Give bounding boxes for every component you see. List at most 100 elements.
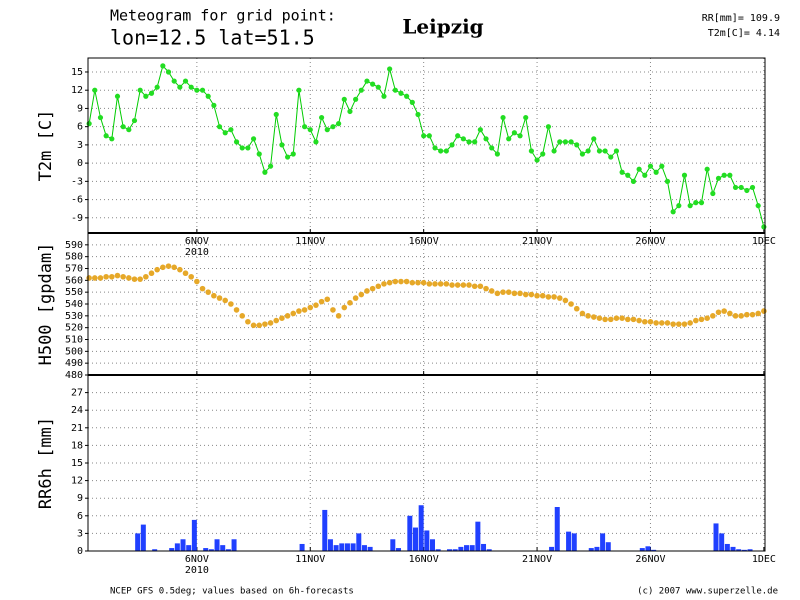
x-tick-label: 1DEC xyxy=(752,554,776,565)
y-tick-label: -3 xyxy=(71,176,83,187)
precip-bar xyxy=(214,539,220,551)
h500-point xyxy=(262,321,268,327)
temperature-point xyxy=(262,169,268,175)
precip-bar xyxy=(730,546,736,551)
temperature-point xyxy=(313,139,319,145)
precip-bar xyxy=(486,549,492,551)
temperature-point xyxy=(421,133,427,139)
temperature-point xyxy=(523,114,529,121)
temperature-point xyxy=(358,87,364,93)
temperature-point xyxy=(426,133,432,139)
temperature-point xyxy=(182,78,189,84)
temperature-point xyxy=(330,124,336,130)
temperature-point xyxy=(585,148,591,154)
y-tick-label: 9 xyxy=(77,493,83,504)
h500-point xyxy=(698,316,705,323)
temperature-point xyxy=(347,108,353,115)
precip-bar xyxy=(231,539,237,551)
h500-point xyxy=(539,292,546,299)
h500-point xyxy=(415,279,421,286)
temperature-point xyxy=(557,139,563,145)
y-axis-label: RR6h [mm] xyxy=(36,417,56,509)
h500-point xyxy=(505,289,512,295)
h500-point xyxy=(613,315,620,322)
temperature-point xyxy=(472,139,478,145)
h500-point xyxy=(267,320,274,326)
temperature-point xyxy=(528,148,534,154)
precip-bar xyxy=(350,543,356,551)
temperature-point xyxy=(336,121,342,127)
temperature-point xyxy=(109,136,115,142)
temperature-point xyxy=(619,169,625,175)
h500-point xyxy=(301,307,308,313)
summary-label: T2m[C]= xyxy=(708,28,750,39)
precip-bar xyxy=(639,548,645,551)
h500-point xyxy=(137,276,143,282)
temperature-point xyxy=(755,203,761,209)
h500-point xyxy=(256,322,263,329)
precip-bar xyxy=(554,507,560,551)
h500-point xyxy=(471,283,478,290)
precip-bar xyxy=(135,533,141,551)
h500-point xyxy=(596,315,603,322)
temperature-point xyxy=(398,90,404,96)
temperature-point xyxy=(511,130,517,136)
h500-point xyxy=(721,308,727,314)
precip-bar xyxy=(169,548,175,551)
y-tick-label: 480 xyxy=(65,370,83,381)
h500-point xyxy=(437,281,444,287)
temperature-point xyxy=(596,148,603,154)
precip-bar xyxy=(407,515,413,551)
h500-point xyxy=(545,294,552,300)
h500-point xyxy=(386,279,393,286)
h500-point xyxy=(245,318,251,325)
precip-bar xyxy=(412,527,418,551)
temperature-point xyxy=(284,154,291,160)
temperature-point xyxy=(126,127,132,133)
temperature-point xyxy=(114,93,121,99)
precip-bar xyxy=(435,549,441,551)
temperature-point xyxy=(664,178,671,184)
y-tick-label: 21 xyxy=(71,423,83,434)
y-tick-label: 590 xyxy=(65,240,83,251)
temperature-point xyxy=(319,114,325,121)
h500-point xyxy=(398,278,404,285)
precip-bar xyxy=(747,549,753,551)
temperature-point xyxy=(562,139,569,145)
precip-bar xyxy=(395,548,401,551)
h500-point xyxy=(324,296,331,303)
h500-point xyxy=(551,294,557,300)
h500-point xyxy=(585,313,591,319)
temperature-point xyxy=(409,99,415,105)
temperature-point xyxy=(143,93,149,99)
y-tick-label: 550 xyxy=(65,287,83,298)
temperature-point xyxy=(568,139,574,145)
h500-point xyxy=(449,282,455,288)
y-tick-label: 0 xyxy=(77,546,83,557)
h500-point xyxy=(233,307,240,313)
temperature-line xyxy=(88,64,765,228)
h500-point xyxy=(710,313,716,319)
precip-bar xyxy=(458,546,464,551)
header-line1: Meteogram for grid point: xyxy=(110,7,336,25)
x-tick-label: 6NOV xyxy=(185,554,209,565)
y-tick-label: 6 xyxy=(77,122,83,133)
precip-bar xyxy=(327,539,333,551)
header-line2: lon=12.5 lat=51.5 xyxy=(110,26,315,50)
h500-point xyxy=(279,315,285,322)
y-tick-label: 510 xyxy=(65,335,83,346)
temperature-point xyxy=(613,148,620,154)
h500-point xyxy=(335,313,342,319)
h500-point xyxy=(500,289,506,295)
temperature-point xyxy=(341,96,347,102)
h500-point xyxy=(296,308,302,314)
h500-point xyxy=(460,282,467,288)
precip-bar xyxy=(594,546,600,551)
x-tick-label: 26NOV xyxy=(635,554,665,565)
h500-point xyxy=(199,285,206,292)
temperature-point xyxy=(364,78,370,84)
h500-point xyxy=(477,283,484,290)
precip-bar xyxy=(390,539,396,551)
precip-bar xyxy=(469,545,475,551)
